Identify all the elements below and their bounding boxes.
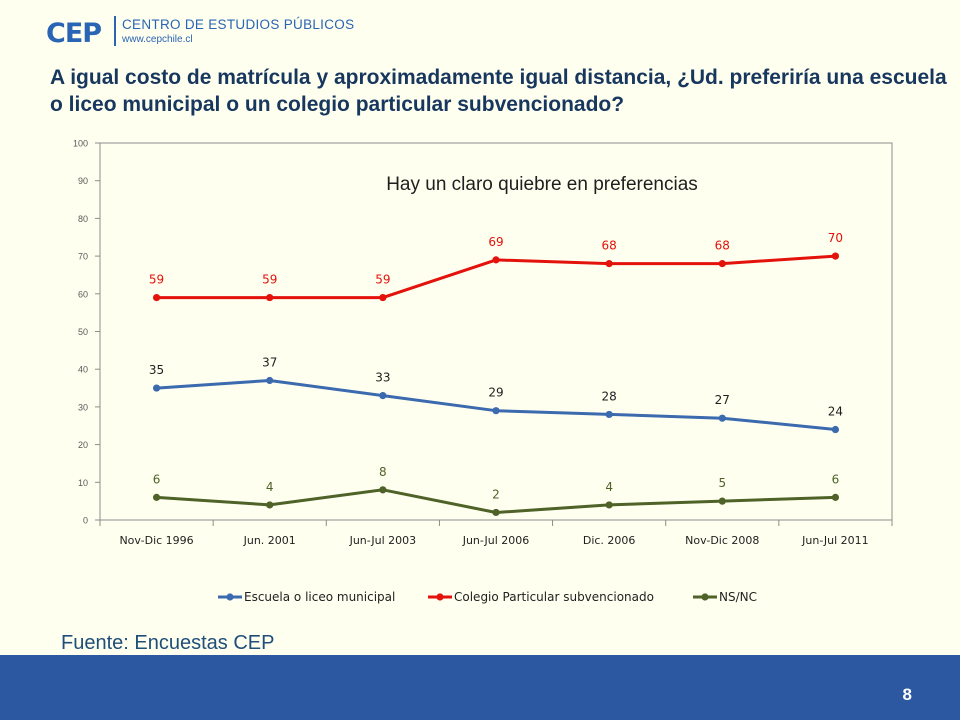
footer-bar: 8 [0,655,960,720]
data-point [605,410,613,419]
data-label: 4 [266,480,274,494]
data-point [152,384,161,392]
x-tick-label: Nov-Dic 2008 [685,534,759,547]
data-point [266,293,274,302]
data-label: 8 [379,465,387,479]
slide-title: A igual costo de matrícula y aproximadam… [50,66,947,116]
data-point [492,407,500,415]
x-tick-label: Nov-Dic 1996 [119,534,193,547]
data-label: 37 [262,356,277,370]
x-tick-label: Jun-Jul 2006 [462,534,530,547]
data-label: 6 [832,472,840,486]
page-number: 8 [902,685,912,704]
data-point [492,256,500,264]
data-point [266,376,274,385]
data-label: 69 [488,235,503,249]
data-point [831,425,840,434]
y-tick-label: 40 [78,365,88,375]
x-tick-label: Dic. 2006 [583,534,636,547]
legend-marker [701,593,709,601]
y-tick-label: 0 [83,516,88,526]
data-point [379,293,387,302]
y-tick-label: 70 [78,252,88,262]
y-tick-label: 80 [78,214,88,224]
x-tick-label: Jun. 2001 [243,534,296,547]
data-label: 33 [375,371,390,385]
data-label: 68 [602,239,617,253]
x-tick-label: Jun-Jul 2003 [349,534,417,547]
data-point [605,501,613,509]
data-point [718,260,726,268]
y-tick-label: 60 [78,289,88,299]
data-point [718,497,726,505]
data-point [152,493,161,501]
data-point [379,486,387,494]
data-point [379,391,387,400]
legend-label: NS/NC [719,590,757,604]
data-label: 59 [375,273,390,287]
data-point [831,493,840,501]
y-tick-label: 30 [78,402,88,412]
data-label: 68 [715,239,730,253]
data-label: 27 [715,393,730,407]
data-point [605,260,613,268]
data-label: 59 [262,273,277,287]
data-label: 59 [149,273,164,287]
logo-url: www.cepchile.cl [122,34,193,45]
logo-name: CENTRO DE ESTUDIOS PÚBLICOS [122,17,355,32]
legend-label: Colegio Particular subvencionado [454,590,654,604]
chart-annotation: Hay un claro quiebre en preferencias [386,174,698,195]
data-point [492,508,500,517]
x-tick-label: Jun-Jul 2011 [801,534,869,547]
legend-marker [226,593,234,601]
data-point [266,501,274,509]
data-point [718,414,726,422]
logo-divider [114,16,116,46]
y-tick-label: 100 [73,139,88,149]
data-point [831,252,840,260]
data-point [152,293,161,302]
y-tick-label: 50 [78,327,88,337]
data-label: 6 [153,472,161,486]
data-label: 70 [828,231,843,245]
data-label: 35 [149,363,164,377]
source-note: Fuente: Encuestas CEP [61,632,275,654]
y-tick-label: 10 [78,478,88,488]
legend-marker [436,593,444,601]
y-tick-label: 20 [78,440,88,450]
logo-mark: CEP [46,18,102,49]
y-tick-label: 90 [78,176,88,186]
data-label: 29 [488,386,503,400]
data-label: 4 [605,480,613,494]
line-chart: 0 10 20 30 40 50 60 70 80 90 100 Nov-Dic 1996 Jun. 2… [73,139,893,604]
legend-label: Escuela o liceo municipal [244,590,395,604]
data-label: 28 [602,389,617,403]
plot-area-border [99,142,893,521]
data-label: 24 [828,405,843,419]
data-label: 2 [492,487,500,501]
data-label: 5 [718,476,726,490]
